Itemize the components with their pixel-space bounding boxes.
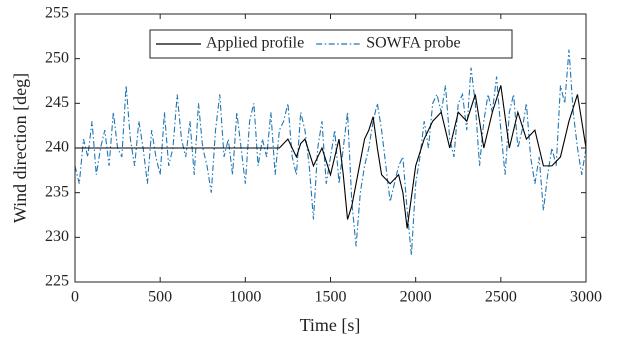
x-tick-label: 2500 [485,289,517,306]
y-tick-label: 230 [45,228,69,245]
series-line [74,49,587,256]
y-tick-label: 245 [45,94,69,111]
series-line [75,85,587,229]
y-tick-label: 250 [45,49,69,66]
legend-label: SOWFA probe [366,35,460,52]
plot-frame [74,13,587,283]
y-tick-label: 240 [45,139,69,156]
legend: Applied profile SOWFA probe [149,29,513,59]
x-tick-label: 1500 [315,289,347,306]
x-tick-label: 1000 [229,289,261,306]
x-axis-label: Time [s] [300,315,361,335]
x-tick-label: 2000 [400,289,432,306]
y-tick-label: 255 [45,5,69,22]
legend-box [149,29,513,59]
x-tick-label: 500 [148,289,172,306]
y-tick-label: 225 [45,273,69,290]
legend-label: Applied profile [206,35,304,52]
y-axis-label: Wind direction [deg] [10,73,30,223]
x-tick-label: 3000 [570,289,602,306]
x-tick-label: 0 [71,289,79,306]
y-tick-label: 235 [45,183,69,200]
